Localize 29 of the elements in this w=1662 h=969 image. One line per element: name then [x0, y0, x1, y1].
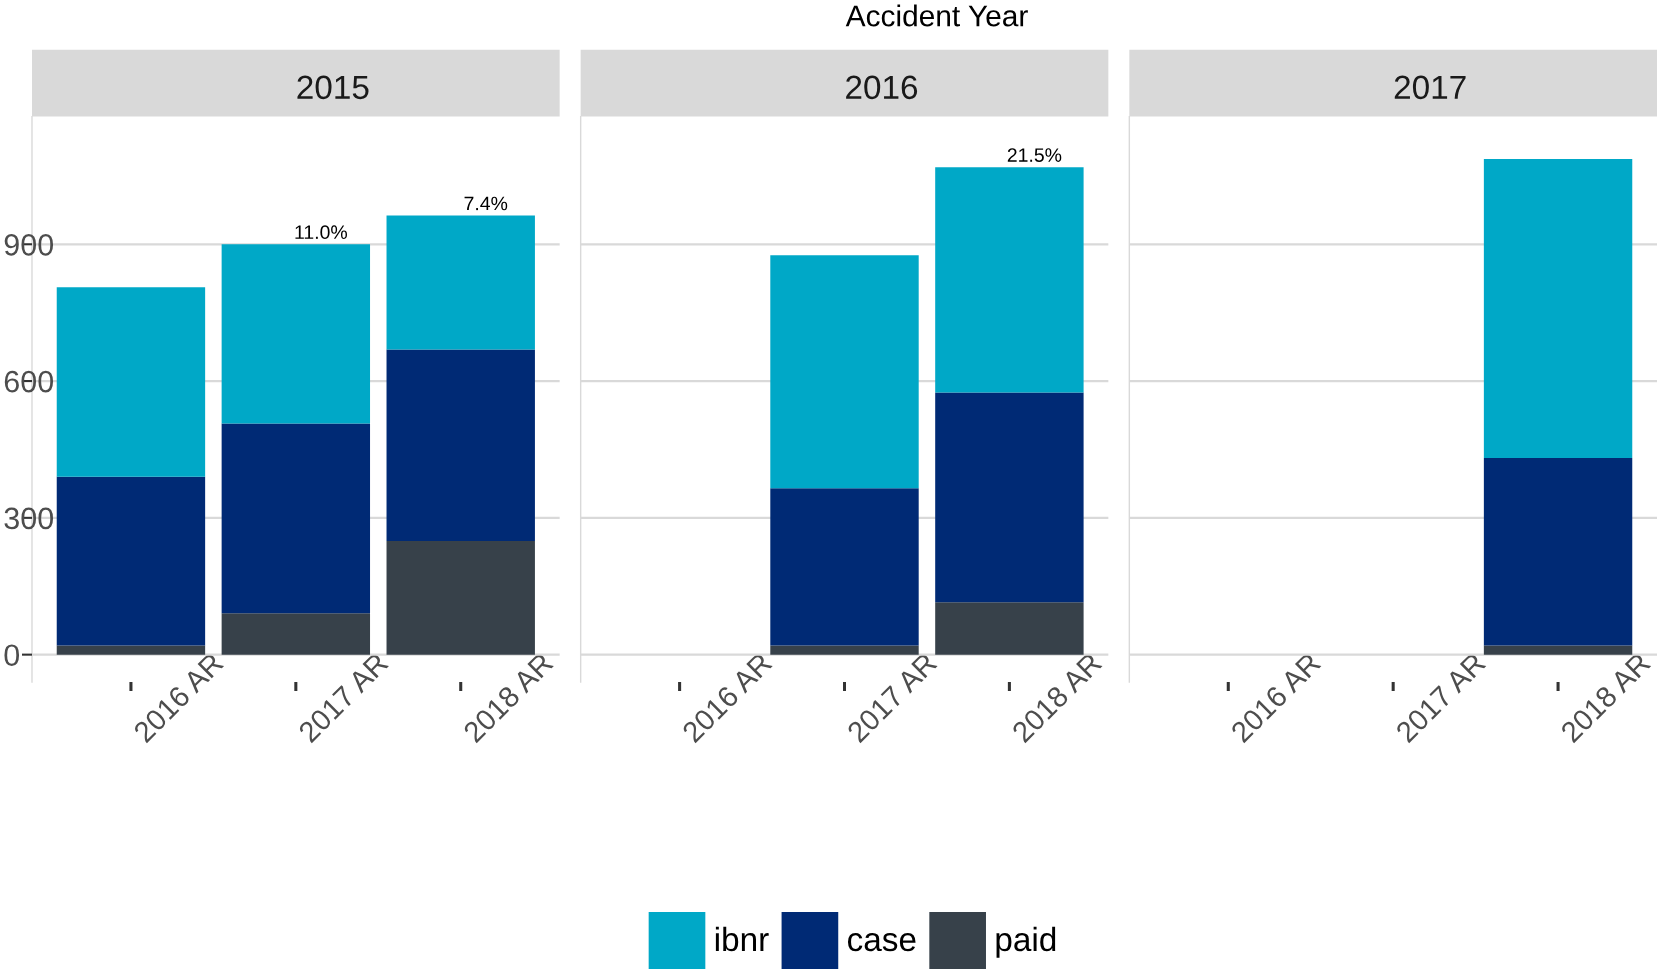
bar [770, 255, 919, 489]
y-tick-label: 300 [4, 507, 54, 530]
bar [56, 645, 206, 655]
legend-label: case [847, 932, 916, 952]
annotation: 7.4% [464, 196, 508, 211]
bar [770, 645, 919, 655]
bar [935, 602, 1084, 655]
bar [386, 215, 535, 350]
bar [935, 392, 1084, 603]
legend-label: ibnr [715, 926, 769, 952]
y-tick-label: 900 [4, 234, 54, 256]
annotation: 21.5% [1007, 148, 1062, 162]
chart-title: 2017 [1394, 75, 1466, 100]
bar [935, 167, 1084, 393]
chart-title: 2016 [846, 75, 918, 100]
text: Accident Year [845, 4, 1028, 27]
y-tick-label: 600 [4, 370, 54, 393]
bar [56, 287, 206, 477]
bar [386, 349, 535, 542]
legend-label: paid [996, 926, 1056, 958]
bar [221, 423, 371, 614]
bar [386, 541, 535, 655]
bar [221, 613, 371, 655]
bar [56, 476, 206, 646]
annotation: 11.0% [295, 225, 347, 240]
chart-title: 2015 [297, 75, 369, 100]
y-tick-label: 0 [4, 644, 20, 667]
bar [221, 244, 371, 424]
bar [770, 488, 919, 646]
